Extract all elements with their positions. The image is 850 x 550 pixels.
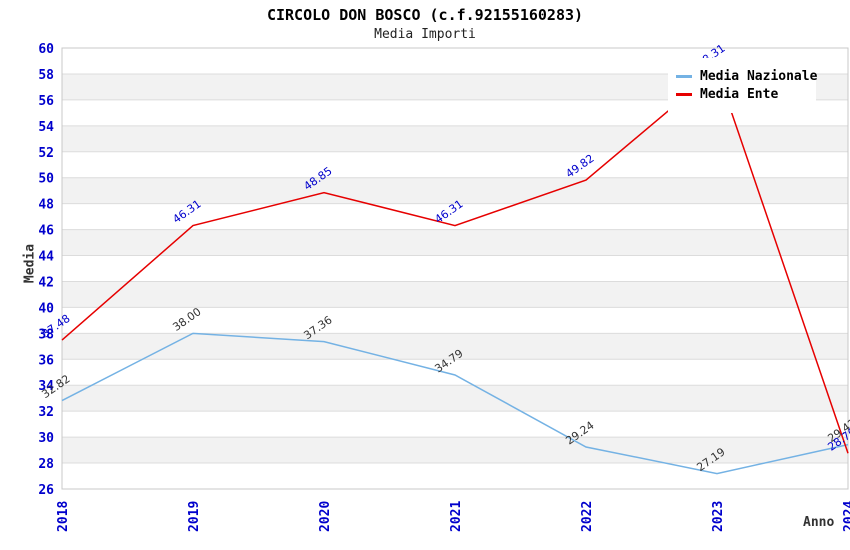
y-tick-label: 40 xyxy=(38,301,54,316)
legend-label: Media Ente xyxy=(700,87,779,102)
x-tick-label: 2021 xyxy=(449,501,464,532)
grid-band xyxy=(62,385,848,412)
legend-item-media-nazionale: Media Nazionale xyxy=(676,69,818,84)
grid-band xyxy=(62,307,848,334)
grid-band xyxy=(62,177,848,204)
grid-band xyxy=(62,281,848,308)
x-tick-label: 2024 xyxy=(842,501,850,532)
grid-band xyxy=(62,125,848,152)
legend-swatch-media-nazionale xyxy=(676,75,692,78)
plot-border xyxy=(61,47,849,490)
grid-band xyxy=(62,151,848,178)
x-tick-label: 2023 xyxy=(711,501,726,532)
x-tick-label: 2022 xyxy=(580,501,595,532)
y-tick-label: 30 xyxy=(38,431,54,446)
grid-band xyxy=(62,229,848,256)
y-tick-label: 50 xyxy=(38,172,54,187)
grid-band xyxy=(62,359,848,386)
y-tick-label: 44 xyxy=(38,250,54,265)
y-tick-label: 46 xyxy=(38,224,54,239)
grid-band xyxy=(62,437,848,464)
y-tick-label: 32 xyxy=(38,405,54,420)
y-tick-label: 36 xyxy=(38,353,54,368)
y-tick-label: 28 xyxy=(38,457,54,472)
grid-band xyxy=(62,255,848,282)
y-tick-label: 54 xyxy=(38,120,54,135)
grid-band xyxy=(62,333,848,360)
grid-band xyxy=(62,411,848,438)
x-tick-label: 2019 xyxy=(187,501,202,532)
y-tick-label: 42 xyxy=(38,275,54,290)
y-tick-label: 38 xyxy=(38,327,54,342)
chart-subtitle: Media Importi xyxy=(374,27,476,42)
x-tick-label: 2018 xyxy=(56,501,71,532)
y-tick-label: 56 xyxy=(38,94,54,109)
y-tick-label: 58 xyxy=(38,68,54,83)
y-tick-label: 26 xyxy=(38,483,54,498)
y-tick-label: 34 xyxy=(38,379,54,394)
y-tick-label: 48 xyxy=(38,198,54,213)
y-tick-label: 60 xyxy=(38,42,54,57)
legend: Media Nazionale Media Ente xyxy=(668,58,818,113)
series-line-media-nazionale xyxy=(61,332,849,475)
legend-item-media-ente: Media Ente xyxy=(676,87,816,102)
chart-title: CIRCOLO DON BOSCO (c.f.92155160283) xyxy=(266,6,584,24)
x-axis-title: Anno xyxy=(803,515,835,530)
grid-band xyxy=(62,463,848,489)
legend-swatch-media-ente xyxy=(676,93,692,96)
y-axis-title: Media xyxy=(22,243,38,284)
x-tick-label: 2020 xyxy=(318,501,333,532)
y-tick-label: 52 xyxy=(38,146,54,161)
legend-label: Media Nazionale xyxy=(700,69,818,84)
